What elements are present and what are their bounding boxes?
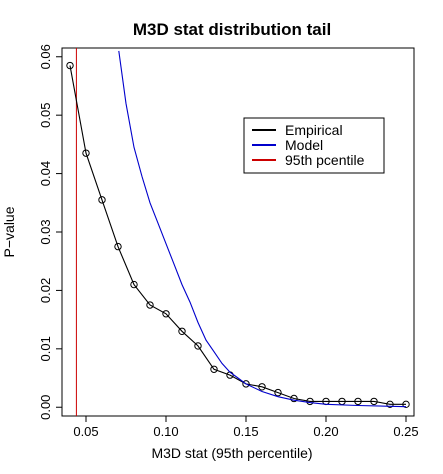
plot-area: 0.05 0.10 0.15 0.20 0.25 0.00 0.01 0.02 0.03 0.04…	[38, 44, 419, 439]
empirical-point	[306, 397, 314, 406]
y-tick-label: 0.06	[38, 44, 53, 69]
empirical-point	[210, 365, 218, 373]
y-tick-label: 0.05	[38, 103, 53, 128]
empirical-point	[98, 196, 106, 204]
x-tick-label: 0.20	[313, 424, 338, 439]
y-tick-label: 0.00	[38, 395, 53, 420]
y-tick-label: 0.02	[38, 278, 53, 303]
empirical-point	[370, 397, 378, 406]
empirical-point	[290, 394, 298, 403]
empirical-point	[162, 310, 170, 318]
empirical-line	[69, 65, 406, 405]
empirical-point	[146, 301, 154, 309]
y-tick-label: 0.01	[38, 336, 53, 361]
x-axis-label: M3D stat (95th percentile)	[151, 445, 312, 461]
legend-label: Empirical	[285, 122, 343, 138]
empirical-point	[178, 327, 186, 336]
chart-title: M3D stat distribution tail	[133, 20, 331, 39]
empirical-point	[114, 242, 122, 251]
empirical-point	[130, 280, 138, 289]
model-line	[118, 50, 407, 408]
y-tick-label: 0.04	[38, 161, 53, 186]
x-tick-label: 0.25	[393, 424, 418, 439]
empirical-point	[402, 400, 410, 409]
empirical-point	[258, 383, 266, 391]
y-axis-label: P−value	[1, 206, 17, 257]
empirical-point	[242, 380, 250, 388]
empirical-point	[66, 61, 74, 70]
x-tick-label: 0.10	[153, 424, 178, 439]
y-tick-label: 0.03	[38, 219, 53, 244]
empirical-point	[82, 149, 90, 157]
x-tick-label: 0.05	[73, 424, 98, 439]
empirical-point	[194, 342, 202, 350]
empirical-point	[274, 388, 282, 397]
empirical-point	[354, 397, 362, 406]
legend-label: Model	[285, 137, 323, 153]
empirical-point	[386, 400, 394, 409]
legend-label: 95th pcentile	[285, 152, 365, 168]
x-tick-label: 0.15	[233, 424, 258, 439]
plot-frame	[61, 47, 415, 417]
